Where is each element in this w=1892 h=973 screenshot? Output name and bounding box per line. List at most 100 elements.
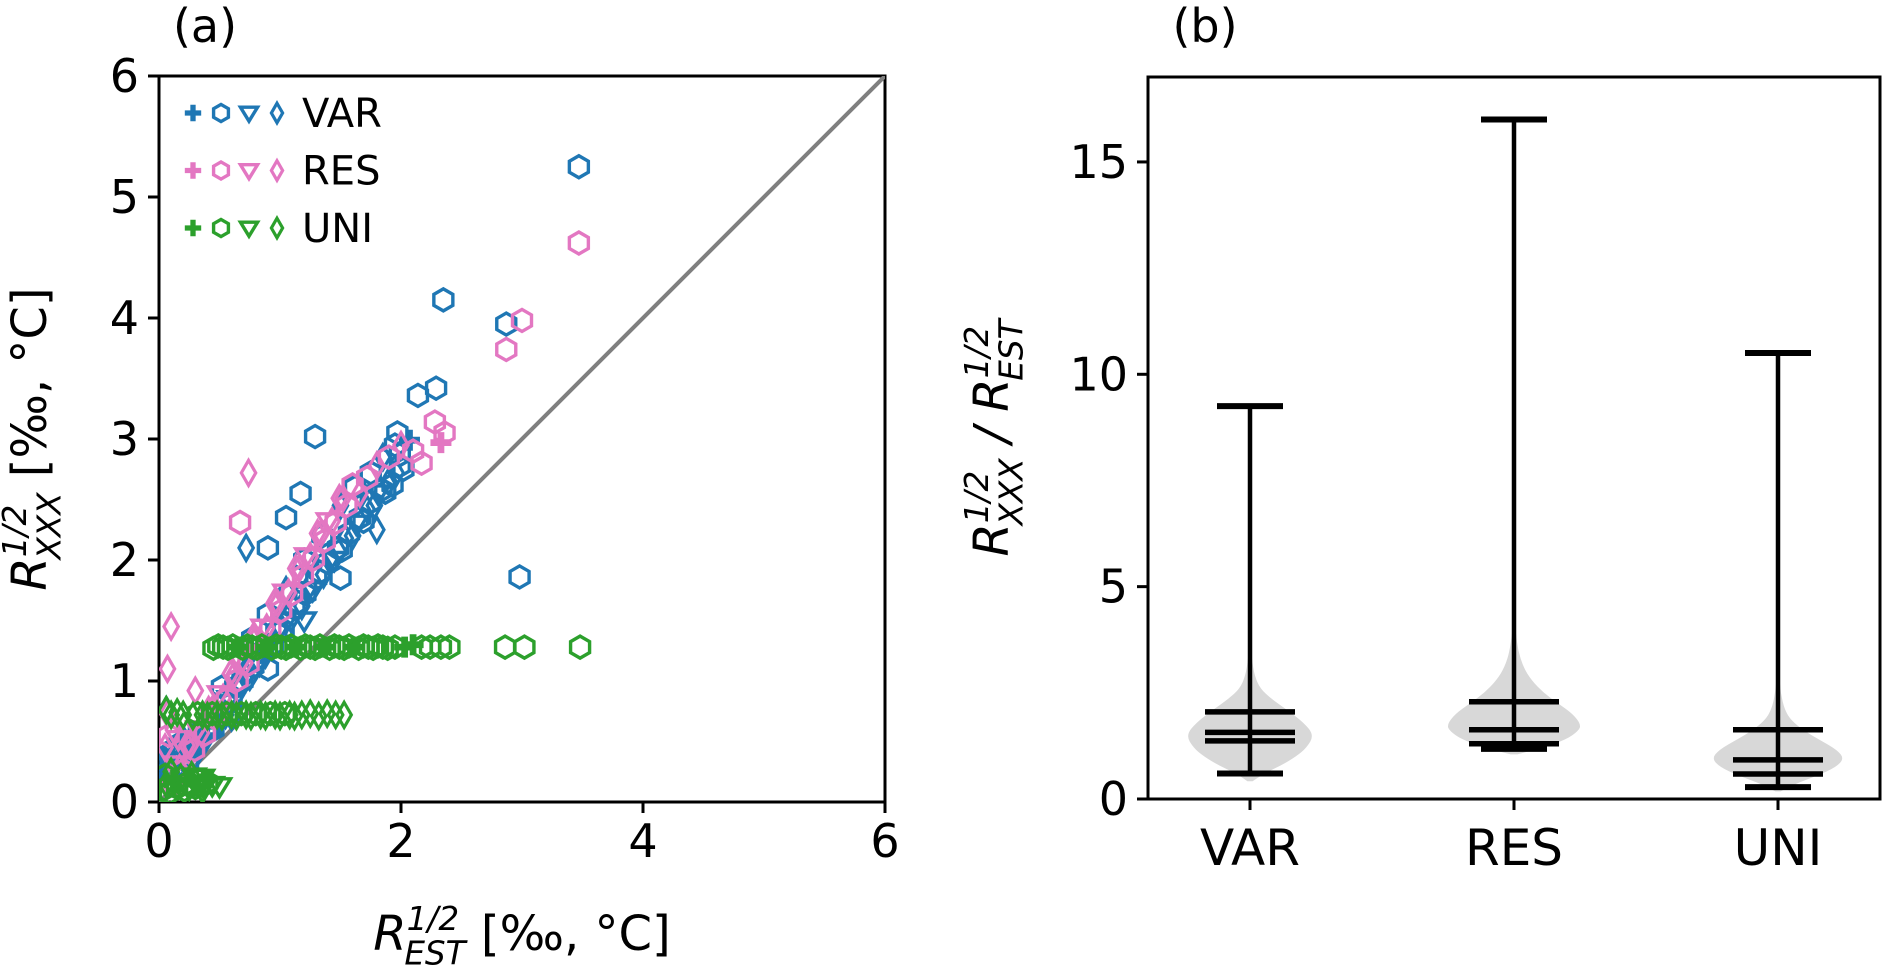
panel-a-ylabel: R1/2XXX [‰, °C]	[0, 287, 68, 590]
hexagon-marker	[211, 102, 231, 124]
y-tick-label: 0	[1099, 772, 1128, 826]
thin-diamond-marker	[269, 215, 285, 241]
y-tick-label: 3	[110, 412, 139, 466]
y-tick-label: 4	[110, 291, 139, 345]
panel-a: (a) 0 2 4 6 0 1 2 3 4 5 6 R1/2 EST [‰, °C] R1/2XXX [‰,…	[0, 0, 900, 972]
plus-marker	[398, 429, 420, 451]
hexagon-marker	[355, 464, 379, 491]
thin-diamond-marker	[237, 532, 256, 564]
hexagon-marker	[274, 504, 298, 531]
plus-marker	[184, 162, 202, 179]
y-tick-label: 0	[110, 775, 139, 829]
violin-res	[1447, 116, 1581, 755]
thin-diamond-marker	[159, 694, 176, 726]
thin-diamond-marker	[309, 700, 328, 732]
legend-item-uni: UNI	[184, 206, 373, 252]
thin-diamond-marker	[266, 699, 285, 731]
scatter-series-uni	[159, 632, 592, 802]
plus-marker	[184, 219, 202, 237]
hexagon-marker	[211, 217, 231, 239]
triangle-down-marker	[205, 777, 234, 801]
hexagon-marker	[289, 480, 312, 507]
x-tick-label: 0	[144, 814, 173, 868]
thin-diamond-marker	[208, 699, 227, 731]
hexagon-marker	[495, 311, 518, 338]
y-tick-label: 6	[110, 49, 139, 103]
hexagon-marker	[508, 563, 531, 590]
triangle-down-marker	[188, 768, 217, 792]
legend-item-var: VAR	[184, 91, 382, 137]
hexagon-marker	[193, 721, 217, 748]
hexagon-marker	[432, 286, 455, 313]
hexagon-marker	[429, 634, 453, 661]
panel-b-title: (b)	[1172, 0, 1237, 53]
thin-diamond-marker	[193, 699, 212, 731]
thin-diamond-marker	[168, 696, 187, 729]
hexagon-marker	[388, 441, 411, 468]
thin-diamond-marker	[162, 756, 181, 788]
hexagon-marker	[493, 634, 517, 661]
y-tick-label: 2	[110, 533, 139, 587]
thin-diamond-marker	[222, 699, 241, 731]
y-tick-label: 10	[1069, 347, 1128, 401]
category-label: UNI	[1734, 819, 1823, 877]
triangle-down-marker	[235, 669, 264, 693]
thin-diamond-marker	[251, 699, 270, 731]
thin-diamond-marker	[186, 674, 205, 707]
panel-a-plot-area	[159, 76, 885, 802]
thin-diamond-marker	[280, 699, 299, 731]
panel-a-xlabel: R1/2 EST [‰, °C]	[373, 900, 670, 973]
category-label: VAR	[1200, 819, 1300, 877]
hexagon-marker	[302, 545, 326, 572]
hexagon-marker	[280, 580, 304, 607]
hexagon-marker	[313, 527, 336, 554]
hexagon-marker	[513, 634, 536, 661]
panel-a-ticks: 0 2 4 6 0 1 2 3 4 5 6	[110, 49, 900, 868]
triangle-down-marker	[166, 777, 195, 801]
hexagon-marker	[211, 159, 231, 182]
hexagon-marker	[510, 307, 534, 334]
plus-marker	[430, 432, 452, 454]
thin-diamond-marker	[350, 477, 369, 510]
x-tick-label: 4	[628, 814, 657, 868]
hexagon-marker	[303, 423, 327, 450]
x-tick-label: 6	[870, 814, 899, 868]
triangle-down-marker	[237, 162, 261, 182]
thin-diamond-marker	[367, 449, 386, 482]
thin-diamond-marker	[269, 100, 285, 126]
y-tick-label: 5	[1099, 560, 1128, 614]
thin-diamond-marker	[237, 699, 256, 731]
category-label: RES	[1465, 819, 1563, 877]
violin-var	[1188, 403, 1312, 782]
hexagon-marker	[424, 375, 448, 402]
x-tick-label: 2	[386, 814, 415, 868]
thin-diamond-marker	[239, 457, 258, 489]
triangle-down-marker	[164, 729, 193, 753]
triangle-down-marker	[205, 685, 234, 709]
panel-b-ticks: 0 5 10 15 VAR RES UNI	[1069, 135, 1822, 877]
hexagon-marker	[567, 230, 591, 256]
y-tick-label: 5	[110, 170, 139, 224]
plus-marker	[184, 104, 202, 122]
hexagon-marker	[410, 450, 433, 477]
hexagon-marker	[567, 153, 591, 180]
hexagon-marker	[256, 534, 280, 561]
legend-label: RES	[302, 149, 380, 195]
triangle-down-marker	[237, 105, 261, 125]
thin-diamond-marker	[391, 429, 411, 461]
hexagon-marker	[376, 635, 399, 662]
thin-diamond-marker	[367, 514, 386, 546]
hexagon-marker	[361, 635, 385, 662]
hexagon-marker	[406, 382, 430, 409]
hexagon-marker	[329, 565, 352, 592]
hexagon-marker	[438, 634, 461, 661]
legend-label: UNI	[302, 206, 373, 252]
thin-diamond-marker	[335, 699, 354, 731]
thin-diamond-marker	[269, 157, 285, 184]
triangle-down-marker	[290, 611, 319, 635]
y-tick-label: 1	[110, 654, 139, 708]
panel-a-legend: VAR RES UNI	[184, 91, 382, 252]
violin-uni	[1713, 350, 1843, 792]
thin-diamond-marker	[285, 700, 304, 732]
